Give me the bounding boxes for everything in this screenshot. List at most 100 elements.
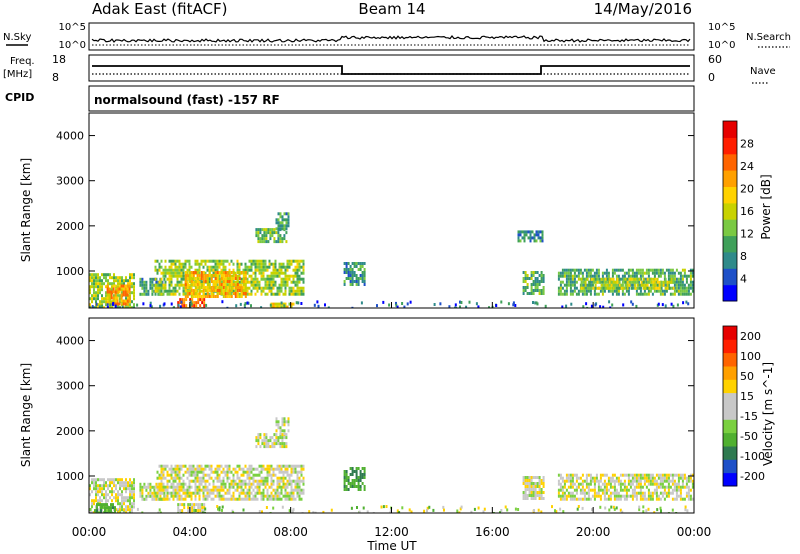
power-cell	[284, 305, 287, 308]
power-cell	[589, 292, 592, 296]
velocity-cell	[283, 417, 286, 421]
velocity-cell	[322, 510, 325, 513]
power-cell	[519, 233, 522, 237]
velocity-cell	[194, 491, 197, 495]
velocity-cell	[103, 484, 105, 488]
power-cell	[286, 277, 289, 281]
power-cell	[615, 268, 618, 272]
power-cell	[382, 300, 385, 304]
velocity-cell	[154, 485, 157, 489]
velocity-cell	[109, 484, 111, 488]
power-cell	[523, 239, 526, 243]
power-cell	[270, 289, 273, 293]
velocity-cell	[196, 467, 199, 471]
power-cell	[673, 286, 676, 290]
power-cell	[263, 234, 266, 238]
power-cell	[585, 292, 588, 296]
power-cell	[541, 230, 544, 234]
power-cell	[95, 282, 97, 286]
power-cell	[646, 286, 649, 290]
velocity-cell	[182, 479, 185, 483]
power-cell	[630, 300, 633, 304]
power-cell	[190, 271, 193, 274]
freq-tick-high: 18	[52, 53, 66, 66]
velocity-cell	[557, 494, 560, 498]
power-cell	[184, 280, 187, 283]
velocity-cell	[117, 499, 119, 503]
power-cell	[178, 265, 181, 269]
colorbar-swatch	[723, 153, 737, 171]
power-cell	[238, 286, 241, 289]
power-cell	[188, 283, 191, 287]
velocity-cell	[366, 510, 369, 513]
velocity-cell	[156, 494, 159, 498]
power-cell	[139, 277, 142, 281]
velocity-cell	[581, 482, 584, 486]
velocity-cell	[595, 473, 598, 477]
colorbar-swatch	[723, 268, 737, 286]
power-cell	[544, 304, 547, 308]
velocity-cell	[627, 482, 630, 486]
power-cell	[626, 280, 629, 284]
velocity-cell	[631, 482, 634, 486]
power-cell	[523, 233, 526, 237]
velocity-cell	[528, 488, 531, 491]
velocity-cell	[216, 505, 219, 508]
power-cell	[351, 283, 354, 286]
power-cell	[122, 299, 125, 303]
power-cell	[280, 289, 283, 293]
power-cell	[661, 303, 664, 307]
power-cell	[236, 274, 239, 278]
velocity-cell	[191, 509, 194, 513]
power-cell	[557, 286, 560, 290]
power-cell	[267, 231, 270, 235]
power-cell	[164, 280, 167, 284]
power-cell	[93, 276, 95, 280]
velocity-cell	[218, 497, 221, 501]
power-cell	[250, 289, 253, 293]
power-cell	[602, 305, 605, 308]
power-cell	[168, 271, 171, 275]
velocity-cell	[689, 494, 692, 498]
velocity-cell	[691, 482, 694, 486]
power-cell	[154, 268, 157, 272]
power-cell	[111, 285, 113, 289]
power-cell	[296, 289, 299, 293]
power-cell	[182, 271, 185, 275]
velocity-cell	[242, 470, 245, 474]
power-cell	[669, 286, 672, 290]
velocity-cell	[577, 476, 580, 480]
velocity-cell	[603, 494, 606, 498]
velocity-cell	[200, 479, 203, 483]
velocity-cell	[182, 464, 185, 468]
velocity-cell	[565, 488, 568, 492]
velocity-cell	[276, 467, 279, 471]
velocity-cell	[625, 473, 628, 477]
velocity-cell	[347, 482, 350, 485]
power-cell	[200, 274, 203, 277]
power-cell	[97, 288, 99, 292]
power-cell	[254, 262, 257, 266]
velocity-cell	[238, 494, 241, 498]
velocity-cell	[258, 482, 261, 486]
velocity-cell	[615, 479, 618, 483]
power-cell	[347, 271, 350, 274]
velocity-cell	[199, 509, 202, 513]
velocity-cell	[266, 497, 269, 501]
velocity-cell	[129, 490, 131, 494]
power-cell	[646, 277, 649, 281]
power-cell	[661, 268, 664, 272]
velocity-cell	[691, 497, 694, 501]
velocity-cell	[569, 491, 572, 495]
power-cell	[160, 259, 163, 263]
velocity-cell	[160, 479, 163, 483]
power-cell	[216, 286, 219, 289]
power-cell	[288, 274, 291, 278]
power-cell	[224, 292, 227, 295]
velocity-cell	[536, 482, 539, 485]
power-cell	[93, 279, 95, 283]
y-tick-label: 1000	[56, 265, 84, 278]
velocity-cell	[115, 478, 117, 482]
power-cell	[522, 271, 525, 274]
